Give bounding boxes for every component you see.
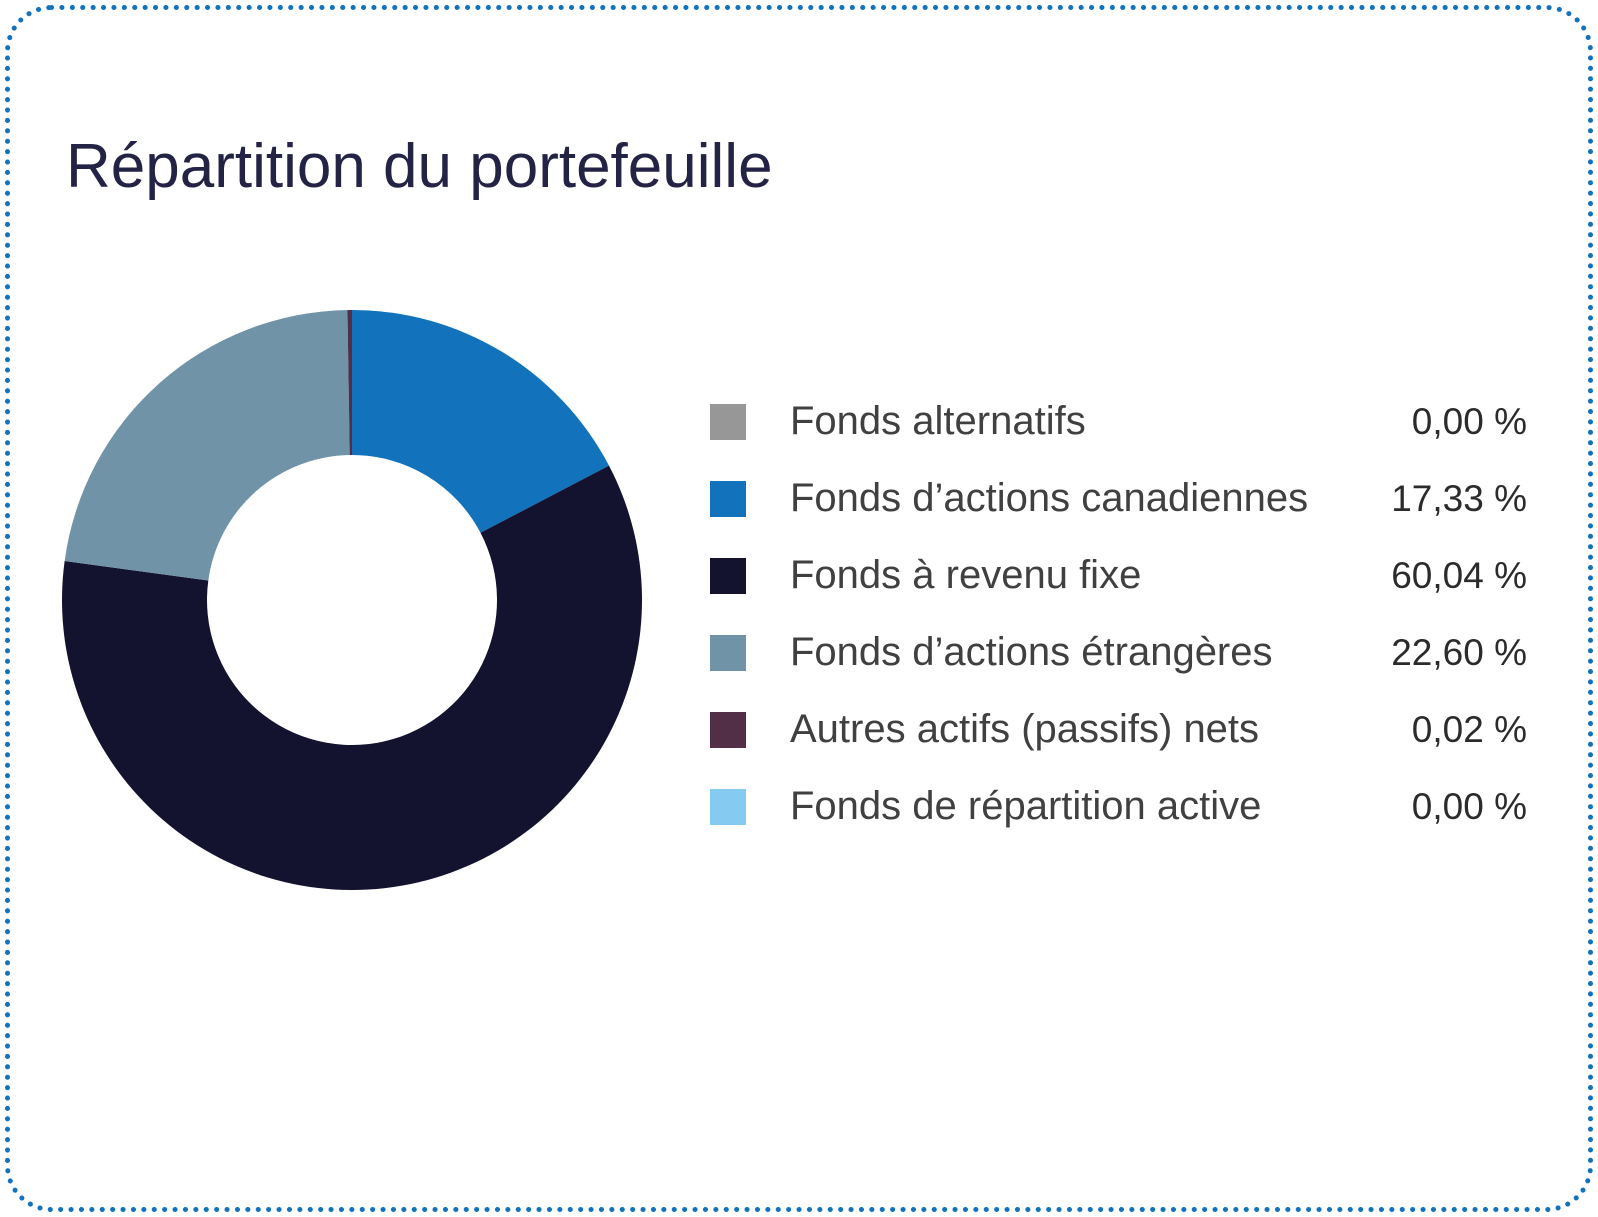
legend-swatch-icon	[710, 788, 746, 825]
legend-label: Autres actifs (passifs) nets	[790, 707, 1260, 751]
legend-value: 0,00 %	[1411, 785, 1527, 827]
legend-value: 0,00 %	[1411, 400, 1527, 442]
legend-label: Fonds de répartition active	[790, 784, 1262, 828]
donut-slice-3	[62, 465, 643, 890]
legend-item: Fonds d’actions canadiennes 17,33 %	[710, 460, 1527, 537]
chart-title: Répartition du portefeuille	[66, 132, 773, 201]
legend-swatch-icon	[710, 711, 746, 748]
legend-value: 60,04 %	[1391, 554, 1527, 596]
legend-item: Fonds alternatifs 0,00 %	[710, 383, 1527, 460]
donut-slice-5	[347, 310, 352, 456]
chart-legend: Fonds alternatifs 0,00 % Fonds d’actions c…	[710, 383, 1527, 845]
donut-slice-2	[352, 310, 609, 533]
legend-value: 0,02 %	[1411, 708, 1527, 750]
legend-item: Autres actifs (passifs) nets 0,02 %	[710, 691, 1527, 768]
donut-slices	[62, 310, 643, 890]
legend-label: Fonds alternatifs	[790, 399, 1086, 443]
legend-swatch-icon	[710, 480, 746, 517]
legend-item: Fonds d’actions étrangères 22,60 %	[710, 614, 1527, 691]
legend-item: Fonds à revenu fixe 60,04 %	[710, 537, 1527, 614]
legend-value: 17,33 %	[1391, 477, 1527, 519]
donut-slice-4	[64, 310, 350, 581]
legend-swatch-icon	[710, 634, 746, 671]
legend-swatch-icon	[710, 403, 746, 440]
legend-swatch-icon	[710, 557, 746, 594]
legend-label: Fonds d’actions étrangères	[790, 630, 1273, 674]
legend-value: 22,60 %	[1391, 631, 1527, 673]
donut-chart	[62, 310, 643, 890]
legend-item: Fonds de répartition active 0,00 %	[710, 768, 1527, 845]
legend-label: Fonds à revenu fixe	[790, 553, 1142, 597]
legend-label: Fonds d’actions canadiennes	[790, 476, 1309, 520]
